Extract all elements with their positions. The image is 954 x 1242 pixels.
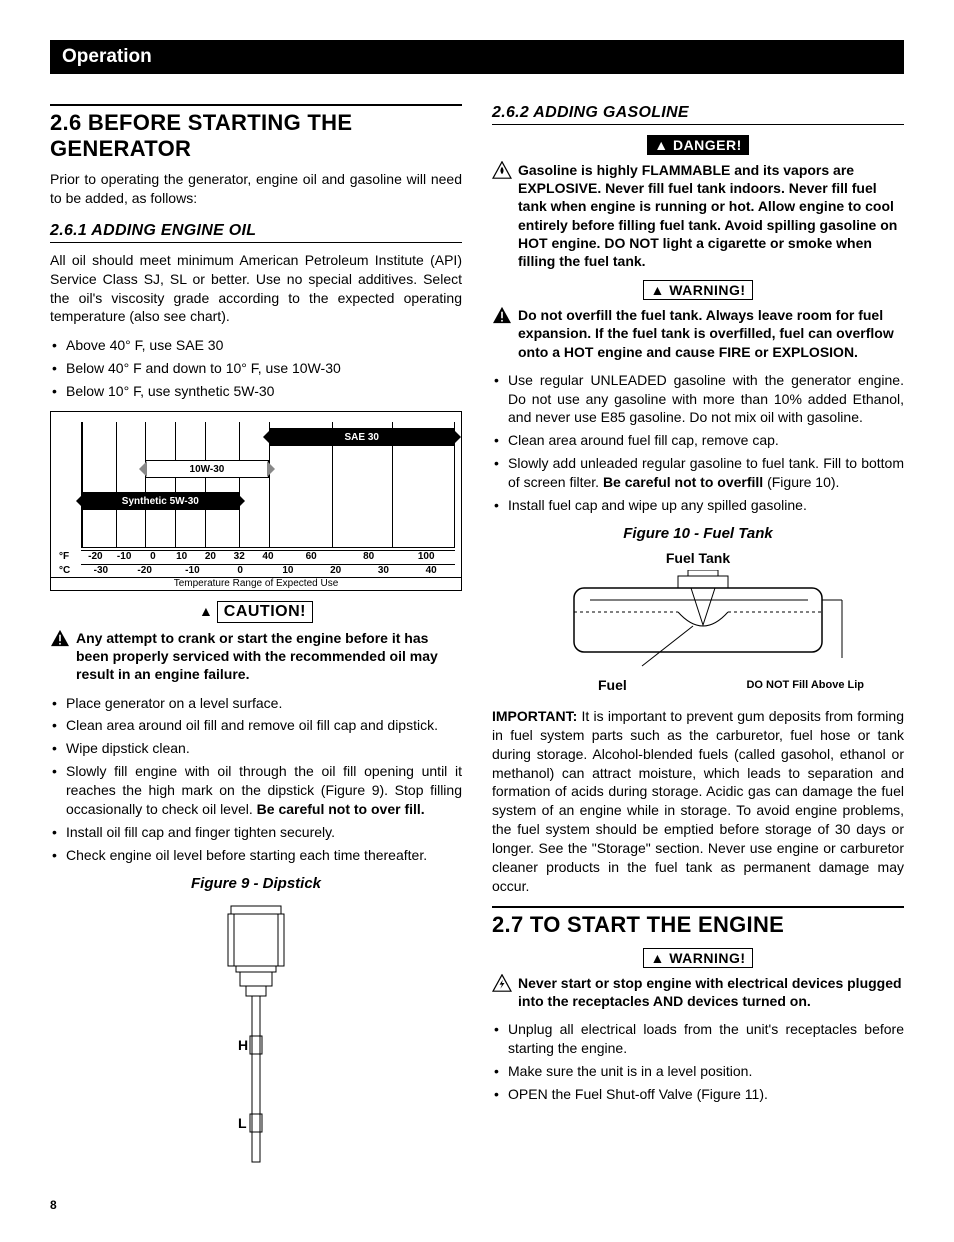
10w30-label: 10W-30 (190, 464, 225, 475)
oil-viscosity-chart: SAE 30 10W-30 Synthetic 5W-30 °F -20 (50, 411, 462, 591)
bolt-triangle-icon (492, 974, 514, 1010)
syn-label: Synthetic 5W-30 (122, 496, 199, 507)
danger-label-wrap: ▲ DANGER! (492, 135, 904, 155)
caution-label: CAUTION! (217, 601, 313, 623)
dipstick-figure: H L (206, 900, 306, 1170)
list-item: Install oil fill cap and finger tighten … (50, 823, 462, 842)
ft-fuel-label: Fuel (598, 677, 627, 693)
start-engine-steps: Unplug all electrical loads from the uni… (492, 1020, 904, 1104)
list-item: Slowly add unleaded regular gasoline to … (492, 454, 904, 492)
warning-text-2: Never start or stop engine with electric… (518, 974, 904, 1010)
two-column-layout: 2.6 BEFORE STARTING THE GENERATOR Prior … (50, 104, 904, 1178)
caution-text: Any attempt to crank or start the engine… (76, 629, 462, 684)
dip-h: H (238, 1037, 248, 1053)
list-item: Slowly fill engine with oil through the … (50, 762, 462, 819)
ft-lip-label: DO NOT Fill Above Lip (746, 679, 864, 691)
chart-caption: Temperature Range of Expected Use (51, 577, 461, 589)
syn5w30-band: Synthetic 5W-30 (82, 492, 239, 510)
f-ticks: -20 -10 0 10 20 32 40 60 80 100 (81, 550, 455, 562)
list-item: Below 10° F, use synthetic 5W-30 (50, 382, 462, 401)
oil-temp-list: Above 40° F, use SAE 30 Below 40° F and … (50, 336, 462, 401)
list-item: Unplug all electrical loads from the uni… (492, 1020, 904, 1058)
dip-l: L (238, 1115, 247, 1131)
warning-label: ▲ WARNING! (643, 280, 752, 300)
list-item: Above 40° F, use SAE 30 (50, 336, 462, 355)
list-item: OPEN the Fuel Shut-off Valve (Figure 11)… (492, 1085, 904, 1104)
flame-triangle-icon (492, 161, 514, 270)
warning-label-wrap-1: ▲ WARNING! (492, 280, 904, 300)
important-para: IMPORTANT: It is important to prevent gu… (492, 707, 904, 896)
sae30-label: SAE 30 (345, 432, 379, 443)
fig9-caption: Figure 9 - Dipstick (50, 875, 462, 892)
list-item: Check engine oil level before starting e… (50, 846, 462, 865)
warning-block-2: Never start or stop engine with electric… (492, 974, 904, 1010)
danger-label: ▲ DANGER! (647, 135, 749, 155)
heading-2-6-1: 2.6.1 ADDING ENGINE OIL (50, 222, 462, 243)
heading-2-6-2: 2.6.2 ADDING GASOLINE (492, 104, 904, 125)
fuel-tank-figure: Fuel Tank Fuel DO NOT Fill Above Lip (528, 550, 868, 693)
c-label: °C (59, 565, 70, 576)
chart-grid: SAE 30 10W-30 Synthetic 5W-30 (81, 422, 455, 548)
exclaim-triangle-icon (492, 306, 514, 361)
warning-text-1: Do not overfill the fuel tank. Always le… (518, 306, 904, 361)
left-column: 2.6 BEFORE STARTING THE GENERATOR Prior … (50, 104, 462, 1178)
oil-para: All oil should meet minimum American Pet… (50, 251, 462, 327)
oil-fill-steps: Place generator on a level surface. Clea… (50, 694, 462, 865)
ft-tank-label: Fuel Tank (528, 550, 868, 566)
right-column: 2.6.2 ADDING GASOLINE ▲ DANGER! Gasoline… (492, 104, 904, 1178)
warning-block-1: Do not overfill the fuel tank. Always le… (492, 306, 904, 361)
warning-triangle-icon: ▲ (199, 603, 213, 619)
list-item: Below 40° F and down to 10° F, use 10W-3… (50, 359, 462, 378)
list-item: Install fuel cap and wipe up any spilled… (492, 496, 904, 515)
c-ticks: -30 -20 -10 0 10 20 30 40 (81, 564, 455, 576)
warning-label: ▲ WARNING! (643, 948, 752, 968)
sae30-band: SAE 30 (269, 428, 456, 446)
fuel-steps: Use regular UNLEADED gasoline with the g… (492, 371, 904, 515)
list-item: Use regular UNLEADED gasoline with the g… (492, 371, 904, 428)
intro-para: Prior to operating the generator, engine… (50, 170, 462, 208)
caution-block: Any attempt to crank or start the engine… (50, 629, 462, 684)
list-item: Make sure the unit is in a level positio… (492, 1062, 904, 1081)
danger-text: Gasoline is highly FLAMMABLE and its vap… (518, 161, 904, 270)
danger-block: Gasoline is highly FLAMMABLE and its vap… (492, 161, 904, 270)
section-header: Operation (50, 40, 904, 74)
exclaim-triangle-icon (50, 629, 72, 684)
10w30-band: 10W-30 (145, 460, 268, 478)
list-item: Place generator on a level surface. (50, 694, 462, 713)
caution-label-wrap: ▲ CAUTION! (50, 601, 462, 623)
list-item: Clean area around oil fill and remove oi… (50, 716, 462, 735)
list-item: Wipe dipstick clean. (50, 739, 462, 758)
f-label: °F (59, 551, 69, 562)
heading-2-7: 2.7 TO START THE ENGINE (492, 906, 904, 938)
list-item: Clean area around fuel fill cap, remove … (492, 431, 904, 450)
fig10-caption: Figure 10 - Fuel Tank (492, 525, 904, 542)
page-number: 8 (50, 1198, 904, 1212)
heading-2-6: 2.6 BEFORE STARTING THE GENERATOR (50, 104, 462, 162)
warning-label-wrap-2: ▲ WARNING! (492, 948, 904, 968)
